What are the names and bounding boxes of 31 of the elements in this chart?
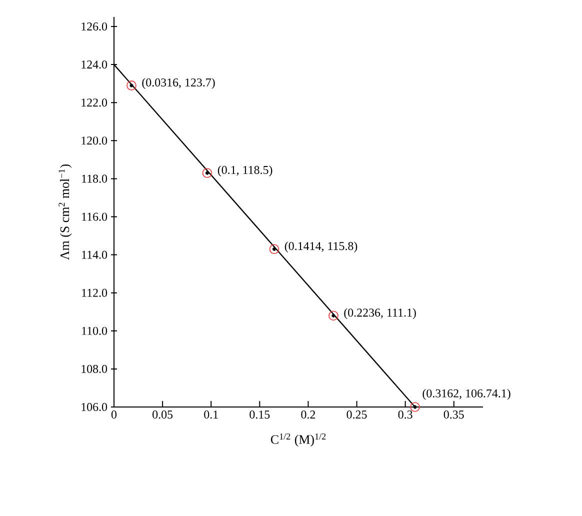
y-tick-label: 112.0 — [82, 288, 108, 297]
x-tick-label: 0.1 — [204, 410, 218, 419]
point — [410, 402, 420, 412]
y-tick-label: 106.0 — [82, 402, 108, 412]
annotation: (0.0316, 123.7) — [142, 78, 215, 89]
y-tick-label: 120.0 — [82, 136, 108, 145]
x-tick-label: 0.05 — [152, 410, 173, 419]
y-axis-title: Λm (S cm$^{2}$ mol$^{−1}$) — [58, 164, 72, 260]
y-tick-label: 114.0 — [82, 250, 108, 259]
y-tick-label: 126.0 — [82, 22, 108, 31]
x-tick-label: 0.35 — [444, 410, 464, 419]
y-tick-label: 122.0 — [82, 98, 108, 107]
x-axis-title: C$^{1/2}$ (M)$^{1/2}$ — [270, 433, 326, 447]
x-tick-label: 0.25 — [346, 410, 367, 419]
annotation: (0.3162, 106.74.1) — [422, 388, 510, 400]
x-tick-label: 0.3 — [398, 410, 412, 419]
point — [269, 244, 280, 254]
x-tick-label: 0.15 — [250, 410, 270, 419]
y-tick-label: 108.0 — [82, 364, 108, 374]
y-tick-label: 124.0 — [82, 60, 108, 69]
annotation: (0.2236, 111.1) — [344, 308, 416, 320]
point — [328, 310, 338, 321]
point — [202, 168, 212, 178]
x-tick-label: 0.2 — [301, 410, 316, 419]
y-tick-label: 116.0 — [82, 212, 108, 221]
y-tick-label: 118.0 — [82, 174, 108, 183]
annotation: (0.1, 118.5) — [218, 166, 272, 176]
y-tick-label: 110.0 — [82, 326, 108, 335]
annotation: (0.1414, 115.8) — [284, 242, 358, 253]
x-tick-label: 0 — [111, 410, 117, 419]
point — [126, 80, 136, 90]
